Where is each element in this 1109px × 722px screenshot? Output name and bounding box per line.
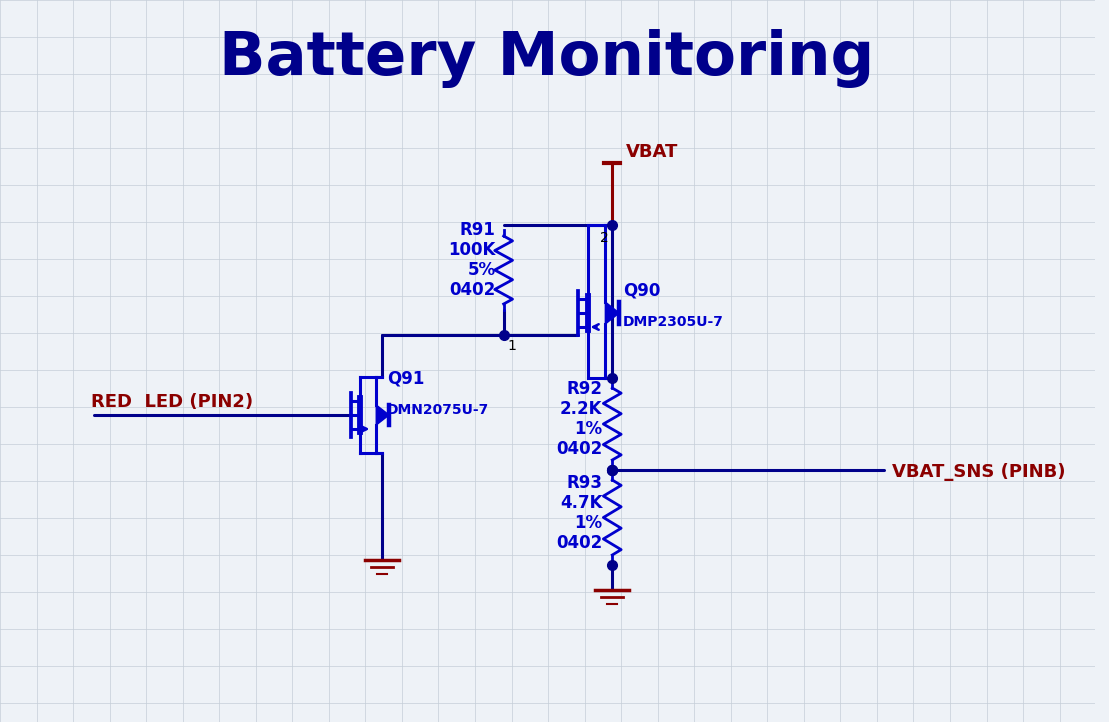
Text: DMP2305U-7: DMP2305U-7: [623, 315, 724, 329]
Text: 5%: 5%: [468, 261, 496, 279]
Text: Q90: Q90: [623, 281, 661, 299]
Text: 1%: 1%: [574, 420, 602, 438]
Text: R92: R92: [567, 380, 602, 398]
Text: 100K: 100K: [448, 241, 496, 259]
Text: R91: R91: [460, 221, 496, 239]
Polygon shape: [606, 302, 619, 324]
Text: Q91: Q91: [387, 369, 425, 387]
Text: 0402: 0402: [449, 281, 496, 299]
Text: 4.7K: 4.7K: [560, 494, 602, 511]
Text: 0402: 0402: [556, 534, 602, 552]
Text: R93: R93: [567, 474, 602, 492]
Text: VBAT_SNS (PINB): VBAT_SNS (PINB): [892, 463, 1066, 481]
Text: 2: 2: [600, 231, 609, 245]
Text: 1: 1: [508, 339, 517, 353]
Text: 0402: 0402: [556, 440, 602, 458]
Polygon shape: [376, 405, 389, 425]
Text: 1%: 1%: [574, 513, 602, 531]
Text: Battery Monitoring: Battery Monitoring: [220, 28, 875, 87]
Text: RED  LED (PIN2): RED LED (PIN2): [91, 393, 253, 411]
Text: 2.2K: 2.2K: [560, 400, 602, 418]
Text: VBAT: VBAT: [627, 143, 679, 161]
Text: DMN2075U-7: DMN2075U-7: [387, 403, 489, 417]
